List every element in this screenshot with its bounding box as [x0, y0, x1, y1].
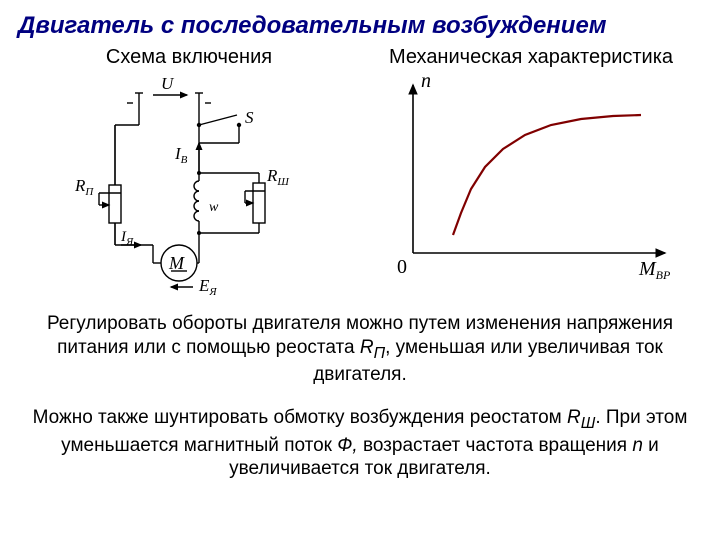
p2-n: n	[632, 435, 643, 456]
paragraph-2: Можно также шунтировать обмотку возбужде…	[18, 406, 702, 481]
right-column: Механическая характеристика n 0 MВР	[360, 46, 702, 298]
mechanical-characteristic-chart: n 0 MВР	[381, 73, 681, 283]
p1-R: R	[360, 337, 374, 358]
svg-text:RШ: RШ	[266, 166, 289, 188]
p1-R-sub: П	[374, 345, 385, 362]
left-header: Схема включения	[106, 46, 272, 69]
right-header: Механическая характеристика	[389, 46, 673, 69]
p2-text-a: Можно также шунтировать обмотку возбужде…	[33, 407, 567, 428]
svg-text:U: U	[161, 74, 175, 93]
p2-R-sub: Ш	[581, 415, 596, 432]
svg-text:M: M	[168, 253, 185, 273]
svg-text:S: S	[245, 108, 254, 127]
svg-text:RП: RП	[74, 176, 94, 198]
left-column: Схема включения USIВwRШMEЯRПIЯ	[18, 46, 360, 298]
svg-text:n: n	[421, 73, 431, 92]
p2-text-c: возрастает частота вращения	[358, 435, 633, 456]
svg-text:0: 0	[397, 256, 407, 278]
svg-text:MВР: MВР	[638, 258, 671, 282]
two-column-layout: Схема включения USIВwRШMEЯRПIЯ Механичес…	[18, 46, 702, 298]
svg-text:EЯ: EЯ	[198, 276, 217, 298]
p2-phi: Ф,	[337, 435, 357, 456]
svg-text:IВ: IВ	[174, 144, 188, 166]
svg-text:w: w	[209, 200, 219, 215]
page-title: Двигатель с последовательным возбуждение…	[18, 12, 702, 40]
p2-R: R	[567, 407, 581, 428]
paragraph-1: Регулировать обороты двигателя можно пут…	[18, 312, 702, 387]
circuit-schematic: USIВwRШMEЯRПIЯ	[69, 73, 309, 298]
